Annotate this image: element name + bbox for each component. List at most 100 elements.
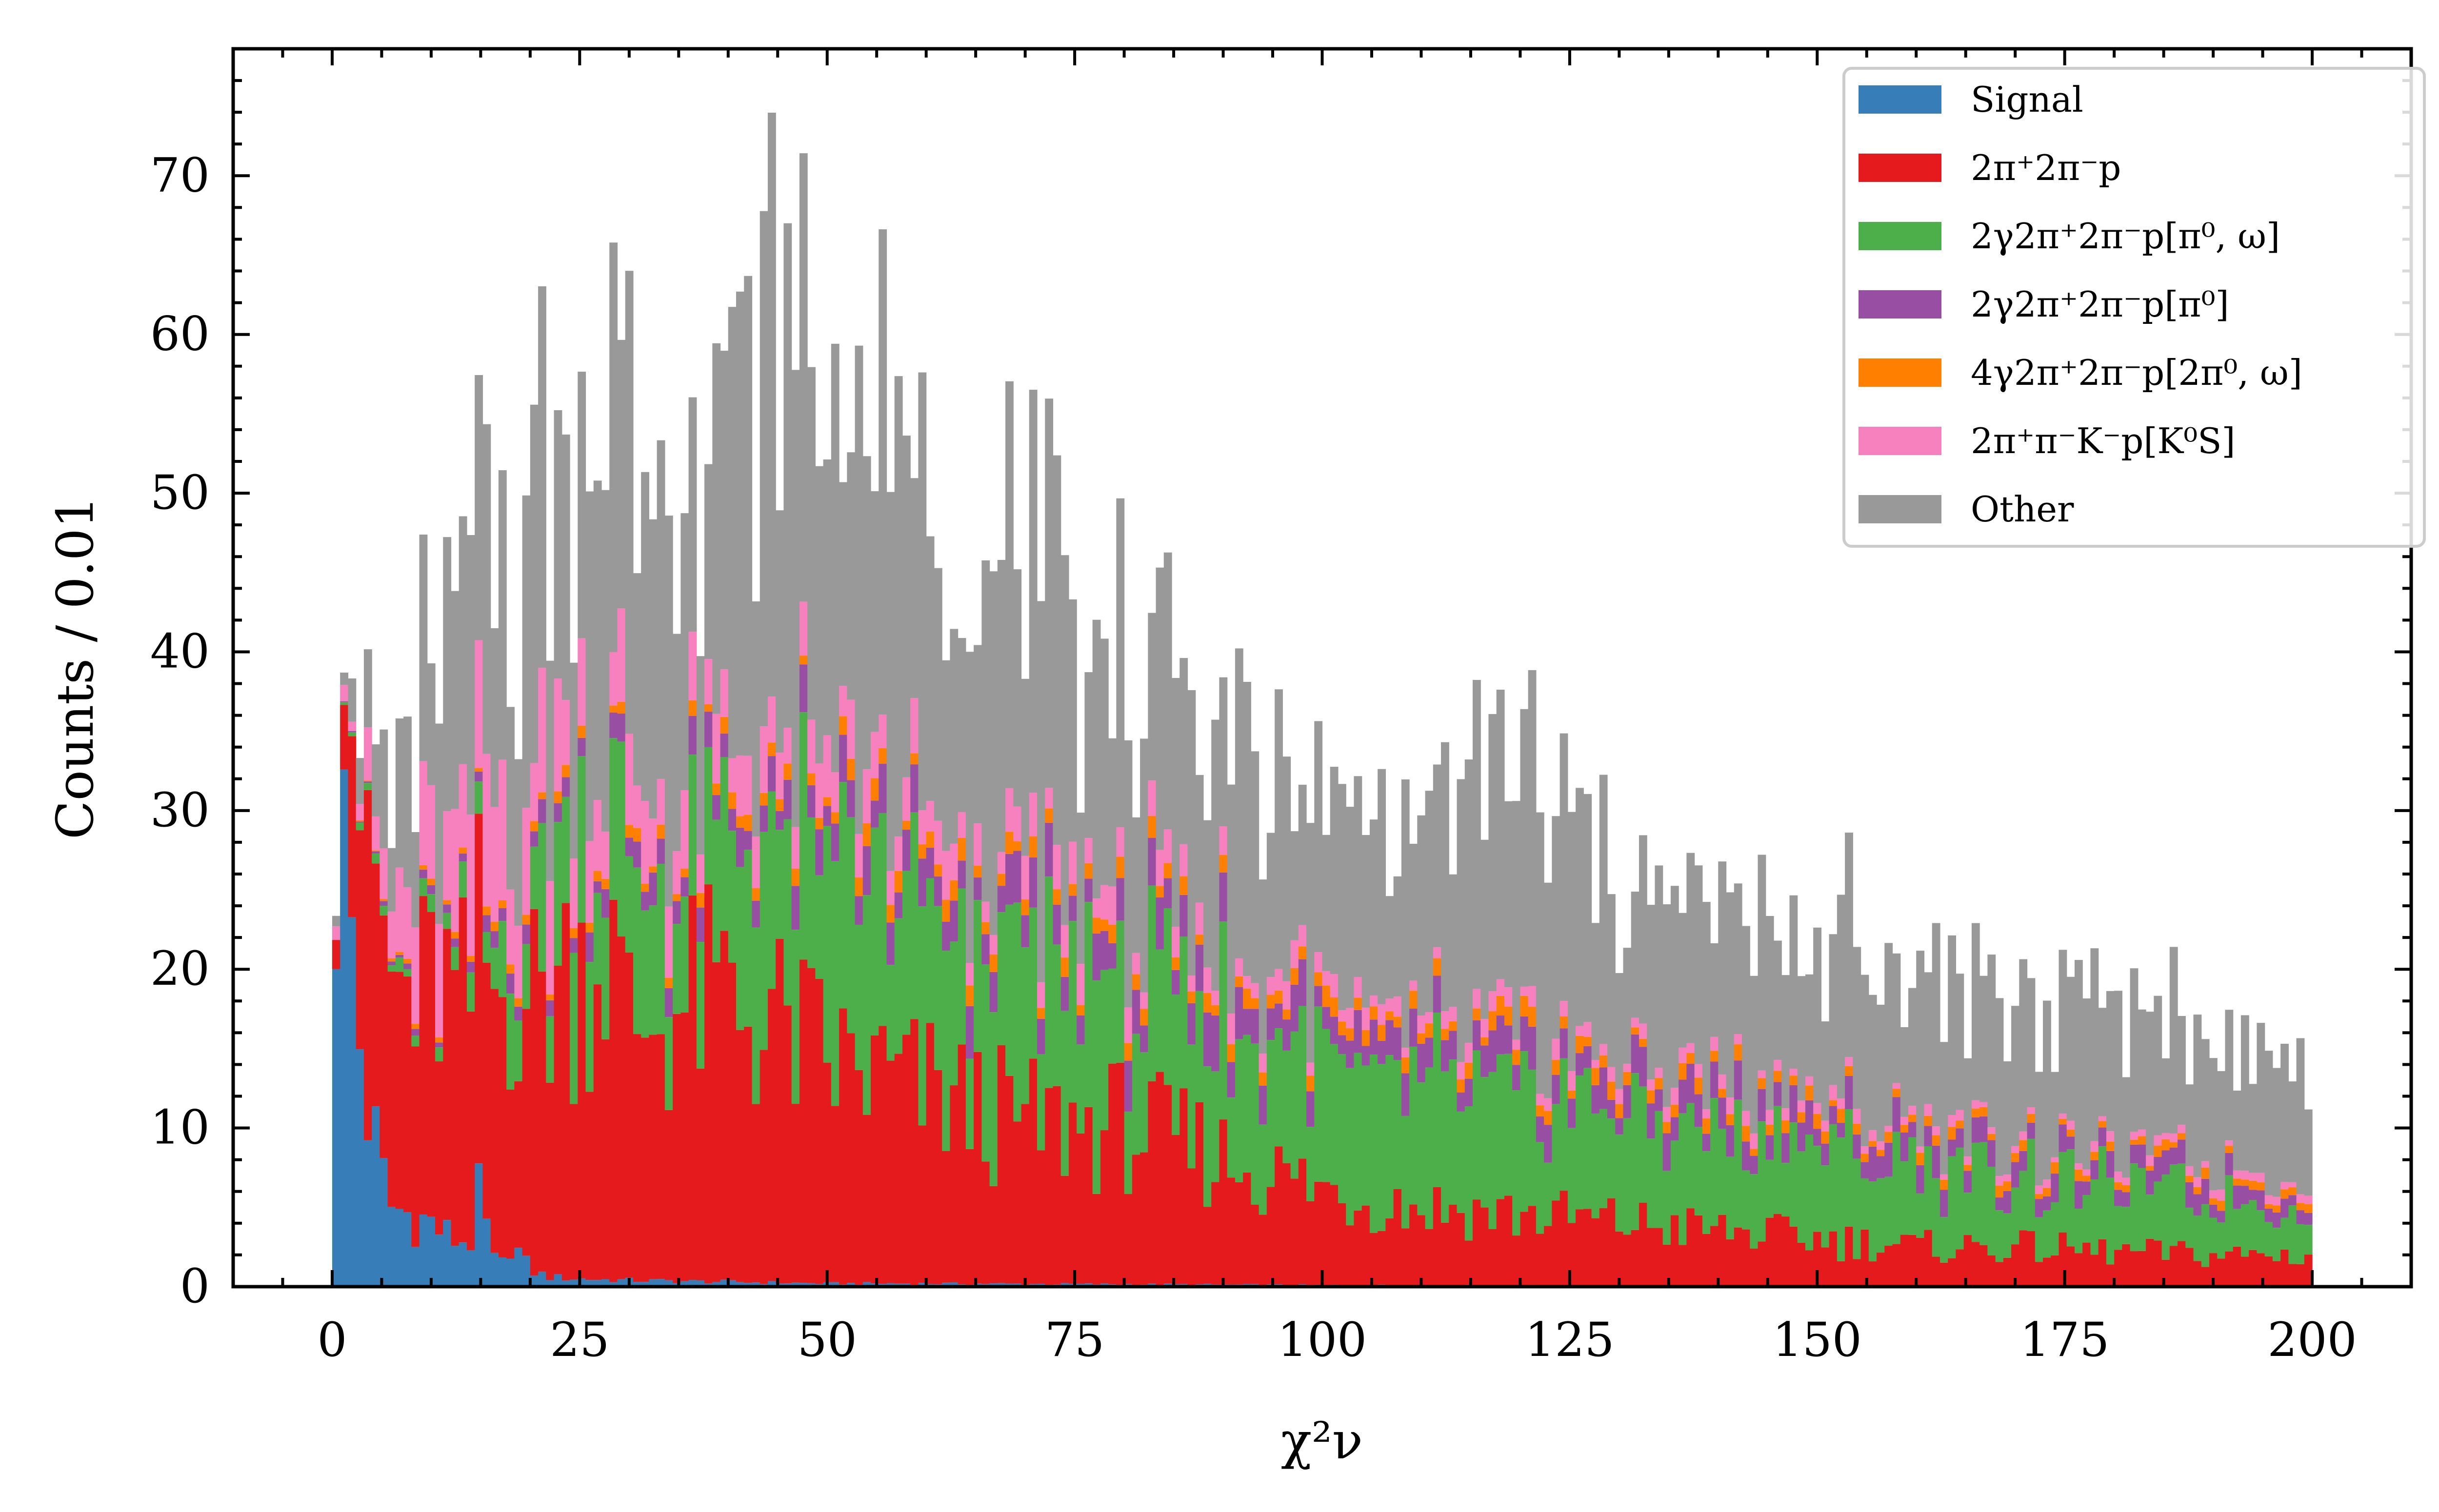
- bar-segment: [380, 1158, 388, 1287]
- bar-segment: [506, 964, 515, 974]
- bar-segment: [1077, 813, 1085, 964]
- bar-segment: [1401, 1228, 1410, 1286]
- bar-segment: [1401, 1048, 1410, 1058]
- bar-segment: [617, 339, 626, 609]
- bar-segment: [609, 652, 618, 706]
- bar-segment: [664, 516, 673, 907]
- bar-segment: [1005, 904, 1014, 1076]
- bar-segment: [2082, 1242, 2091, 1287]
- bar-segment: [1417, 815, 1426, 1016]
- bar-segment: [1409, 1204, 1418, 1286]
- bar-segment: [1187, 690, 1196, 976]
- bar-segment: [1987, 1140, 1996, 1167]
- bar-segment: [1457, 1093, 1465, 1112]
- bar-segment: [847, 817, 856, 1034]
- bar-segment: [1211, 719, 1220, 991]
- bar-segment: [1235, 648, 1243, 958]
- bar-segment: [1662, 1171, 1671, 1245]
- bar-segment: [546, 660, 555, 881]
- bar-segment: [2209, 1253, 2218, 1287]
- bar-segment: [799, 601, 808, 656]
- bar-segment: [712, 819, 721, 962]
- bar-segment: [475, 375, 483, 640]
- bar-segment: [1900, 1027, 1909, 1117]
- bar-segment: [997, 1283, 1006, 1287]
- bar-segment: [1631, 892, 1639, 1018]
- bar-segment: [1559, 1001, 1568, 1017]
- bar-segment: [1860, 1162, 1869, 1178]
- bar-segment: [1718, 861, 1727, 1075]
- bar-segment: [419, 1214, 428, 1287]
- bar-segment: [862, 769, 871, 823]
- bar-segment: [356, 821, 364, 823]
- bar-segment: [1488, 1030, 1497, 1072]
- bar-segment: [1956, 1128, 1964, 1148]
- bar-segment: [2185, 1084, 2194, 1166]
- bar-segment: [1670, 1140, 1679, 1215]
- bar-segment: [1108, 738, 1117, 887]
- bar-segment: [1354, 1210, 1362, 1286]
- bar-segment: [1544, 1098, 1552, 1111]
- bar-segment: [1203, 1207, 1212, 1284]
- bar-segment: [1298, 1158, 1307, 1285]
- bar-segment: [1132, 1154, 1140, 1286]
- bar-segment: [767, 989, 776, 1281]
- bar-segment: [1172, 970, 1180, 995]
- bar-segment: [475, 814, 483, 1164]
- x-tick-label: 125: [1525, 1313, 1614, 1367]
- bar-segment: [387, 971, 396, 1207]
- bar-segment: [363, 649, 372, 728]
- bar-segment: [958, 888, 966, 1045]
- bar-segment: [926, 847, 935, 878]
- x-tick-label: 50: [798, 1313, 857, 1367]
- bar-segment: [1441, 742, 1449, 1012]
- bar-segment: [673, 924, 681, 1014]
- bar-segment: [1758, 1070, 1766, 1078]
- bar-segment: [1877, 1150, 1885, 1156]
- bar-segment: [2146, 1012, 2154, 1155]
- bar-segment: [847, 758, 856, 780]
- bar-segment: [744, 850, 753, 1027]
- bar-segment: [1275, 689, 1283, 969]
- bar-segment: [1290, 984, 1299, 1032]
- bar-segment: [2169, 1147, 2178, 1165]
- bar-segment: [1385, 896, 1394, 999]
- bar-segment: [2051, 1255, 2059, 1287]
- bar-segment: [498, 921, 507, 997]
- bar-segment: [585, 491, 594, 841]
- bar-segment: [1227, 1097, 1236, 1178]
- bar-segment: [2201, 1039, 2210, 1161]
- bar-segment: [1789, 1226, 1798, 1286]
- bar-segment: [2240, 1015, 2249, 1171]
- bar-segment: [657, 440, 665, 779]
- bar-segment: [1979, 1107, 1988, 1116]
- bar-segment: [1203, 820, 1212, 968]
- bar-segment: [1995, 998, 2004, 1176]
- bar-segment: [363, 790, 372, 1140]
- bar-segment: [1829, 1100, 1838, 1106]
- bar-segment: [862, 846, 871, 895]
- bar-segment: [1369, 819, 1378, 995]
- bar-segment: [2296, 1264, 2305, 1287]
- bar-segment: [2090, 1160, 2099, 1179]
- bar-segment: [601, 878, 610, 889]
- bar-segment: [934, 906, 942, 1070]
- bar-segment: [1607, 1067, 1616, 1082]
- bar-segment: [1963, 1165, 1972, 1171]
- bar-segment: [696, 854, 705, 893]
- bar-segment: [1116, 827, 1125, 857]
- bar-segment: [1457, 1111, 1465, 1213]
- bar-segment: [2130, 968, 2139, 1132]
- bar-segment: [1338, 1035, 1346, 1054]
- bar-segment: [1908, 1137, 1917, 1235]
- bar-segment: [1060, 1011, 1069, 1176]
- bar-segment: [2074, 1209, 2083, 1253]
- bar-segment: [910, 764, 919, 813]
- bar-segment: [791, 1104, 800, 1283]
- bar-segment: [2098, 1239, 2107, 1287]
- bar-segment: [2288, 1182, 2297, 1188]
- bar-segment: [514, 1081, 523, 1248]
- bar-segment: [570, 858, 578, 928]
- bar-segment: [1837, 1261, 1845, 1287]
- bar-segment: [974, 865, 982, 878]
